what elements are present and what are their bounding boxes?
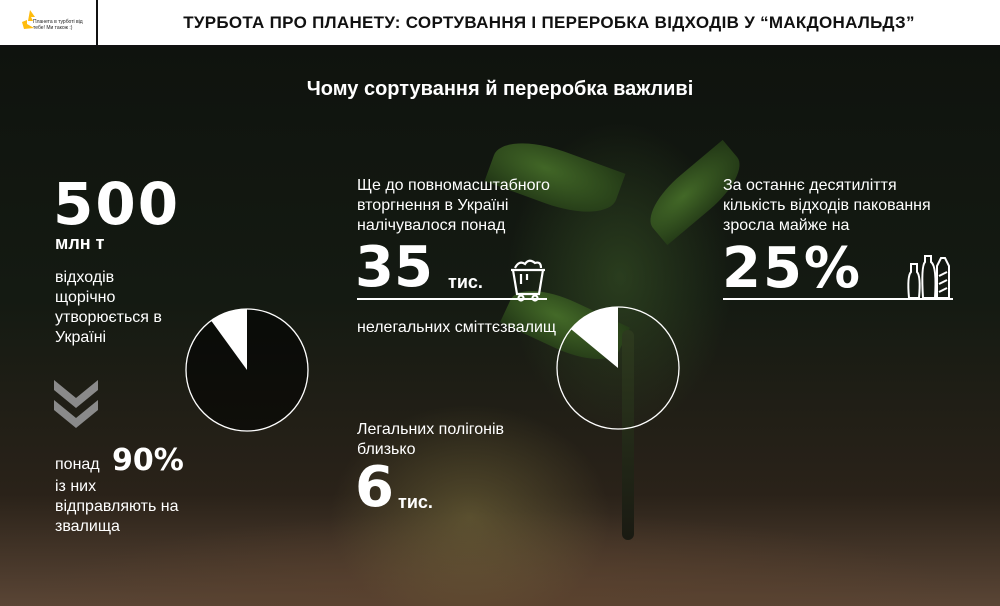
trash-cart-icon [511, 259, 545, 302]
stat-6: 6 [355, 455, 394, 520]
plant-stem [622, 330, 634, 540]
stat-unit: млн т [55, 233, 105, 253]
pie-slice [570, 307, 618, 368]
pie-chart-90 [185, 308, 309, 432]
stat-desc: За останнє десятиліття кількість відході… [723, 177, 931, 234]
stat-desc: Легальних полігонів близько [357, 421, 505, 458]
header: Планета в турботі від тебе! Ми також :) … [0, 0, 1000, 47]
pie-chart-86 [556, 306, 680, 430]
recycle-icon [22, 10, 35, 29]
stat-35: 35 [355, 235, 433, 300]
stat-desc: відходів щорічно утворюється в Україні [55, 269, 162, 346]
page-title: ТУРБОТА ПРО ПЛАНЕТУ: СОРТУВАННЯ І ПЕРЕРО… [183, 12, 915, 32]
stat-desc: Ще до повномасштабного вторгнення в Укра… [357, 177, 550, 234]
stat-500: 500 [53, 170, 181, 238]
background-photo [0, 47, 1000, 606]
divider [723, 298, 953, 300]
prefix: понад [55, 456, 100, 473]
stat-desc: із них відправляють на звалища [55, 478, 179, 535]
packaging-icon [907, 255, 950, 299]
stat-desc: нелегальних сміттєзвалищ [357, 319, 557, 336]
logo-text: Планета в турботі від тебе! Ми також :) [33, 19, 83, 31]
stat-25: 25% [722, 236, 863, 301]
stat-90: 90% [112, 443, 184, 478]
pie-slice [211, 309, 247, 370]
stat-unit: тис. [398, 492, 433, 512]
divider [357, 298, 547, 300]
chevron-down-icon [54, 380, 98, 428]
logo: Планета в турботі від тебе! Ми також :) [0, 0, 98, 45]
section-heading: Чому сортування й переробка важливі [306, 78, 694, 100]
stat-unit: тис. [448, 272, 483, 292]
